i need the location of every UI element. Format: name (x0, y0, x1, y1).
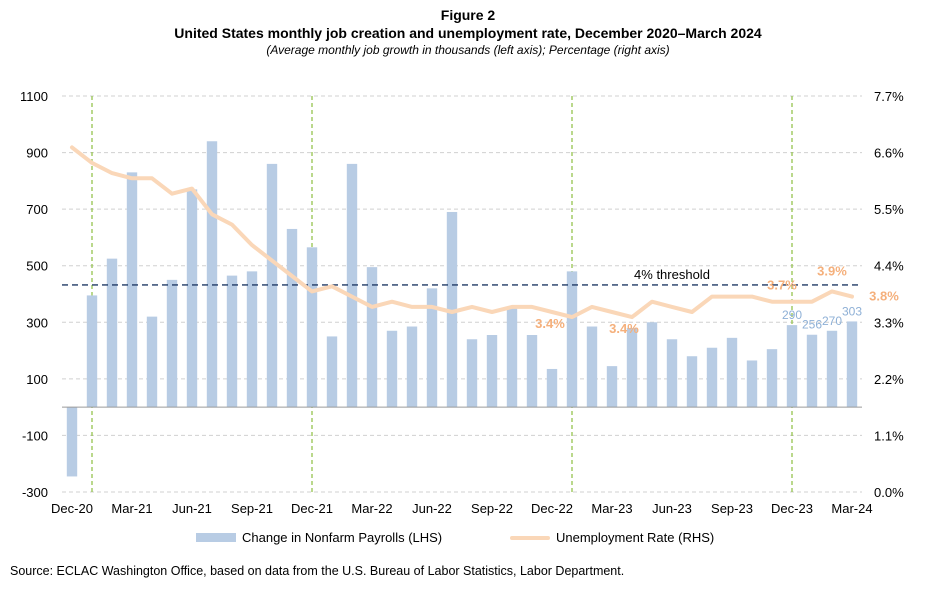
legend-swatch-line (510, 535, 550, 540)
chart-subtitle: (Average monthly job growth in thousands… (266, 43, 670, 57)
payroll-bar (106, 258, 118, 408)
left-tick-label: -300 (22, 485, 48, 500)
payroll-bar (786, 325, 798, 408)
payroll-bar (166, 279, 178, 408)
right-tick-label: 1.1% (874, 428, 904, 443)
line-annotation: 3.9% (817, 263, 847, 278)
payroll-bar (626, 327, 638, 408)
bar-value-label: 270 (822, 314, 842, 328)
payroll-bar (66, 407, 78, 477)
x-tick-label: Mar-23 (591, 501, 632, 516)
payroll-bar (846, 321, 858, 408)
line-annotation: 3.4% (535, 316, 565, 331)
right-axis-ticks: 7.7% 6.6% 5.5% 4.4% 3.3% 2.2% 1.1% 0.0% (874, 89, 904, 500)
legend-label-unemployment: Unemployment Rate (RHS) (556, 530, 715, 545)
unemployment-line (70, 145, 854, 320)
bar-value-label: 303 (842, 304, 862, 318)
legend-label-payrolls: Change in Nonfarm Payrolls (LHS) (242, 530, 443, 545)
payroll-bar (386, 330, 398, 408)
right-tick-label: 2.2% (874, 372, 904, 387)
x-axis-ticks: Dec-20 Mar-21 Jun-21 Sep-21 Dec-21 Mar-22 Jun-… (51, 501, 873, 516)
line-annotation: 3.4% (609, 321, 639, 336)
payroll-bar (86, 295, 98, 408)
payroll-bar (466, 339, 478, 408)
payroll-bar (566, 271, 578, 408)
x-tick-label: Jun-23 (652, 501, 692, 516)
payroll-bar (526, 335, 538, 408)
payroll-bar (446, 211, 458, 408)
gridlines (62, 95, 862, 493)
payroll-bar (546, 368, 558, 408)
line-annotation: 3.7% (767, 278, 797, 293)
payroll-bar (486, 335, 498, 408)
payroll-bar (666, 339, 678, 408)
left-tick-label: 1100 (20, 89, 48, 104)
right-tick-label: 6.6% (874, 146, 904, 161)
x-tick-label: Mar-22 (351, 501, 392, 516)
left-tick-label: 500 (26, 259, 48, 274)
chart-title: United States monthly job creation and u… (174, 25, 762, 41)
payroll-bar (766, 349, 778, 408)
payroll-bar (806, 334, 818, 408)
x-tick-label: Jun-21 (172, 501, 212, 516)
bar-value-label: 290 (782, 308, 802, 322)
payroll-bar (406, 326, 418, 408)
payroll-bar (206, 141, 218, 408)
threshold-label: 4% threshold (634, 267, 710, 282)
source-note: Source: ECLAC Washington Office, based o… (10, 564, 625, 578)
right-tick-label: 0.0% (874, 485, 904, 500)
combo-chart: 4% threshold 1100 900 700 500 300 100 -100 -300… (20, 89, 904, 516)
x-tick-label: Sep-21 (231, 501, 273, 516)
x-tick-label: Sep-23 (711, 501, 753, 516)
x-tick-label: Mar-24 (831, 501, 872, 516)
legend-swatch-bar (196, 533, 236, 542)
payroll-bar (426, 288, 438, 408)
payroll-bar (186, 189, 198, 408)
payroll-bar (226, 275, 238, 408)
x-tick-label: Dec-20 (51, 501, 93, 516)
payroll-bar (826, 330, 838, 408)
line-annotation: 3.8% (869, 289, 899, 304)
line-annotations: 3.4% 3.4% 3.7% 3.9% 3.8% (535, 263, 899, 336)
payroll-bar (306, 247, 318, 408)
right-tick-label: 4.4% (874, 259, 904, 274)
payroll-bar (586, 326, 598, 408)
x-tick-label: Jun-22 (412, 501, 452, 516)
x-tick-label: Dec-21 (291, 501, 333, 516)
payroll-bar (686, 356, 698, 408)
payroll-bar (326, 336, 338, 408)
right-tick-label: 7.7% (874, 89, 904, 104)
x-tick-label: Dec-22 (531, 501, 573, 516)
payroll-bar (646, 322, 658, 408)
payroll-bar (366, 267, 378, 408)
x-tick-label: Mar-21 (111, 501, 152, 516)
left-tick-label: 900 (26, 146, 48, 161)
right-tick-label: 5.5% (874, 202, 904, 217)
payroll-bar (146, 316, 158, 408)
left-tick-label: -100 (22, 428, 48, 443)
payroll-bar (506, 308, 518, 408)
payroll-bar (706, 347, 718, 408)
left-tick-label: 300 (26, 315, 48, 330)
payroll-bar (746, 360, 758, 408)
legend-item-unemployment: Unemployment Rate (RHS) (510, 530, 714, 545)
figure-number: Figure 2 (440, 7, 496, 23)
threshold-line: 4% threshold (62, 267, 862, 286)
payroll-bar (286, 228, 298, 408)
payroll-bar (606, 366, 618, 408)
figure-header: Figure 2 United States monthly job creat… (0, 6, 936, 58)
x-tick-label: Sep-22 (471, 501, 513, 516)
left-tick-label: 100 (26, 372, 48, 387)
right-tick-label: 3.3% (874, 315, 904, 330)
legend-item-payrolls: Change in Nonfarm Payrolls (LHS) (196, 530, 442, 545)
payroll-bar (126, 172, 138, 408)
x-tick-label: Dec-23 (771, 501, 813, 516)
left-axis-ticks: 1100 900 700 500 300 100 -100 -300 (20, 89, 48, 500)
payroll-bar (726, 337, 738, 408)
bar-value-label: 256 (802, 318, 822, 332)
unemployment-line-path (70, 145, 854, 320)
left-tick-label: 700 (26, 202, 48, 217)
payroll-bar (246, 271, 258, 408)
